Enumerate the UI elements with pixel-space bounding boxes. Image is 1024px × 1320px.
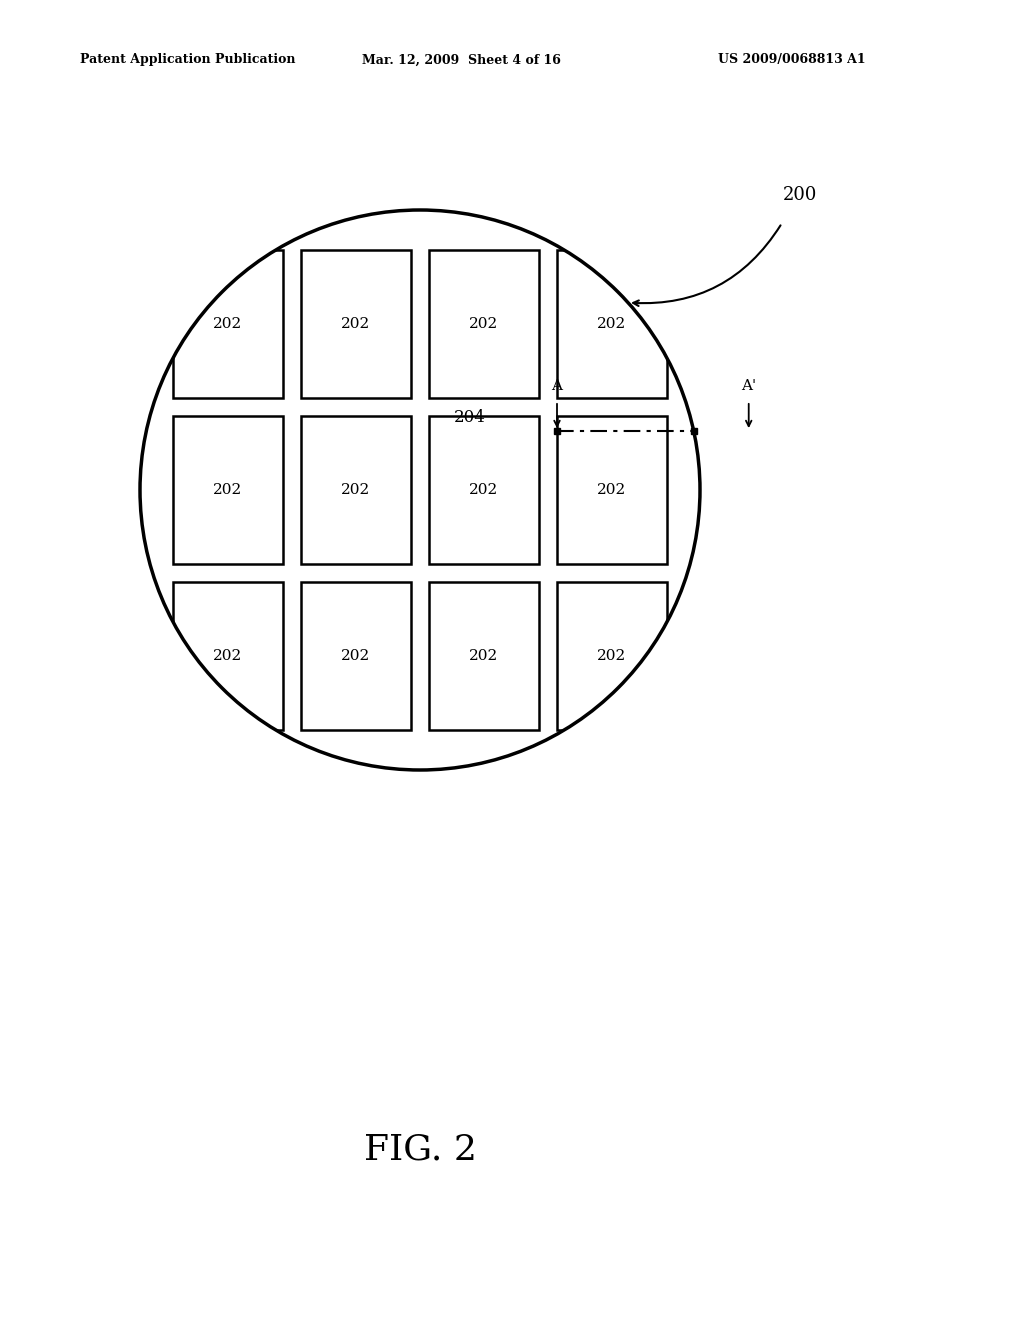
Text: 204: 204 <box>454 408 486 425</box>
Text: 202: 202 <box>597 649 627 663</box>
Bar <box>557 249 667 399</box>
Text: 202: 202 <box>341 317 371 331</box>
Text: FIG. 2: FIG. 2 <box>364 1133 476 1167</box>
Text: US 2009/0068813 A1: US 2009/0068813 A1 <box>718 54 865 66</box>
Text: 202: 202 <box>341 483 371 498</box>
Text: 202: 202 <box>469 649 499 663</box>
Bar <box>429 416 539 564</box>
Bar <box>557 582 667 730</box>
Bar <box>173 582 283 730</box>
Text: 200: 200 <box>782 186 817 205</box>
Text: Mar. 12, 2009  Sheet 4 of 16: Mar. 12, 2009 Sheet 4 of 16 <box>362 54 561 66</box>
Bar <box>301 582 411 730</box>
Text: 202: 202 <box>597 483 627 498</box>
Text: 202: 202 <box>469 483 499 498</box>
Text: A': A' <box>741 379 757 393</box>
Text: 202: 202 <box>341 649 371 663</box>
Bar <box>691 428 696 434</box>
Text: 202: 202 <box>213 649 243 663</box>
Text: 202: 202 <box>213 483 243 498</box>
Bar <box>429 249 539 399</box>
Bar <box>173 416 283 564</box>
Bar <box>301 249 411 399</box>
Text: Patent Application Publication: Patent Application Publication <box>80 54 296 66</box>
Bar <box>429 582 539 730</box>
Bar <box>301 416 411 564</box>
Bar <box>557 416 667 564</box>
Bar <box>173 249 283 399</box>
Text: 202: 202 <box>597 317 627 331</box>
Bar <box>554 428 560 434</box>
Text: 202: 202 <box>469 317 499 331</box>
Text: A: A <box>552 379 562 393</box>
Text: 202: 202 <box>213 317 243 331</box>
